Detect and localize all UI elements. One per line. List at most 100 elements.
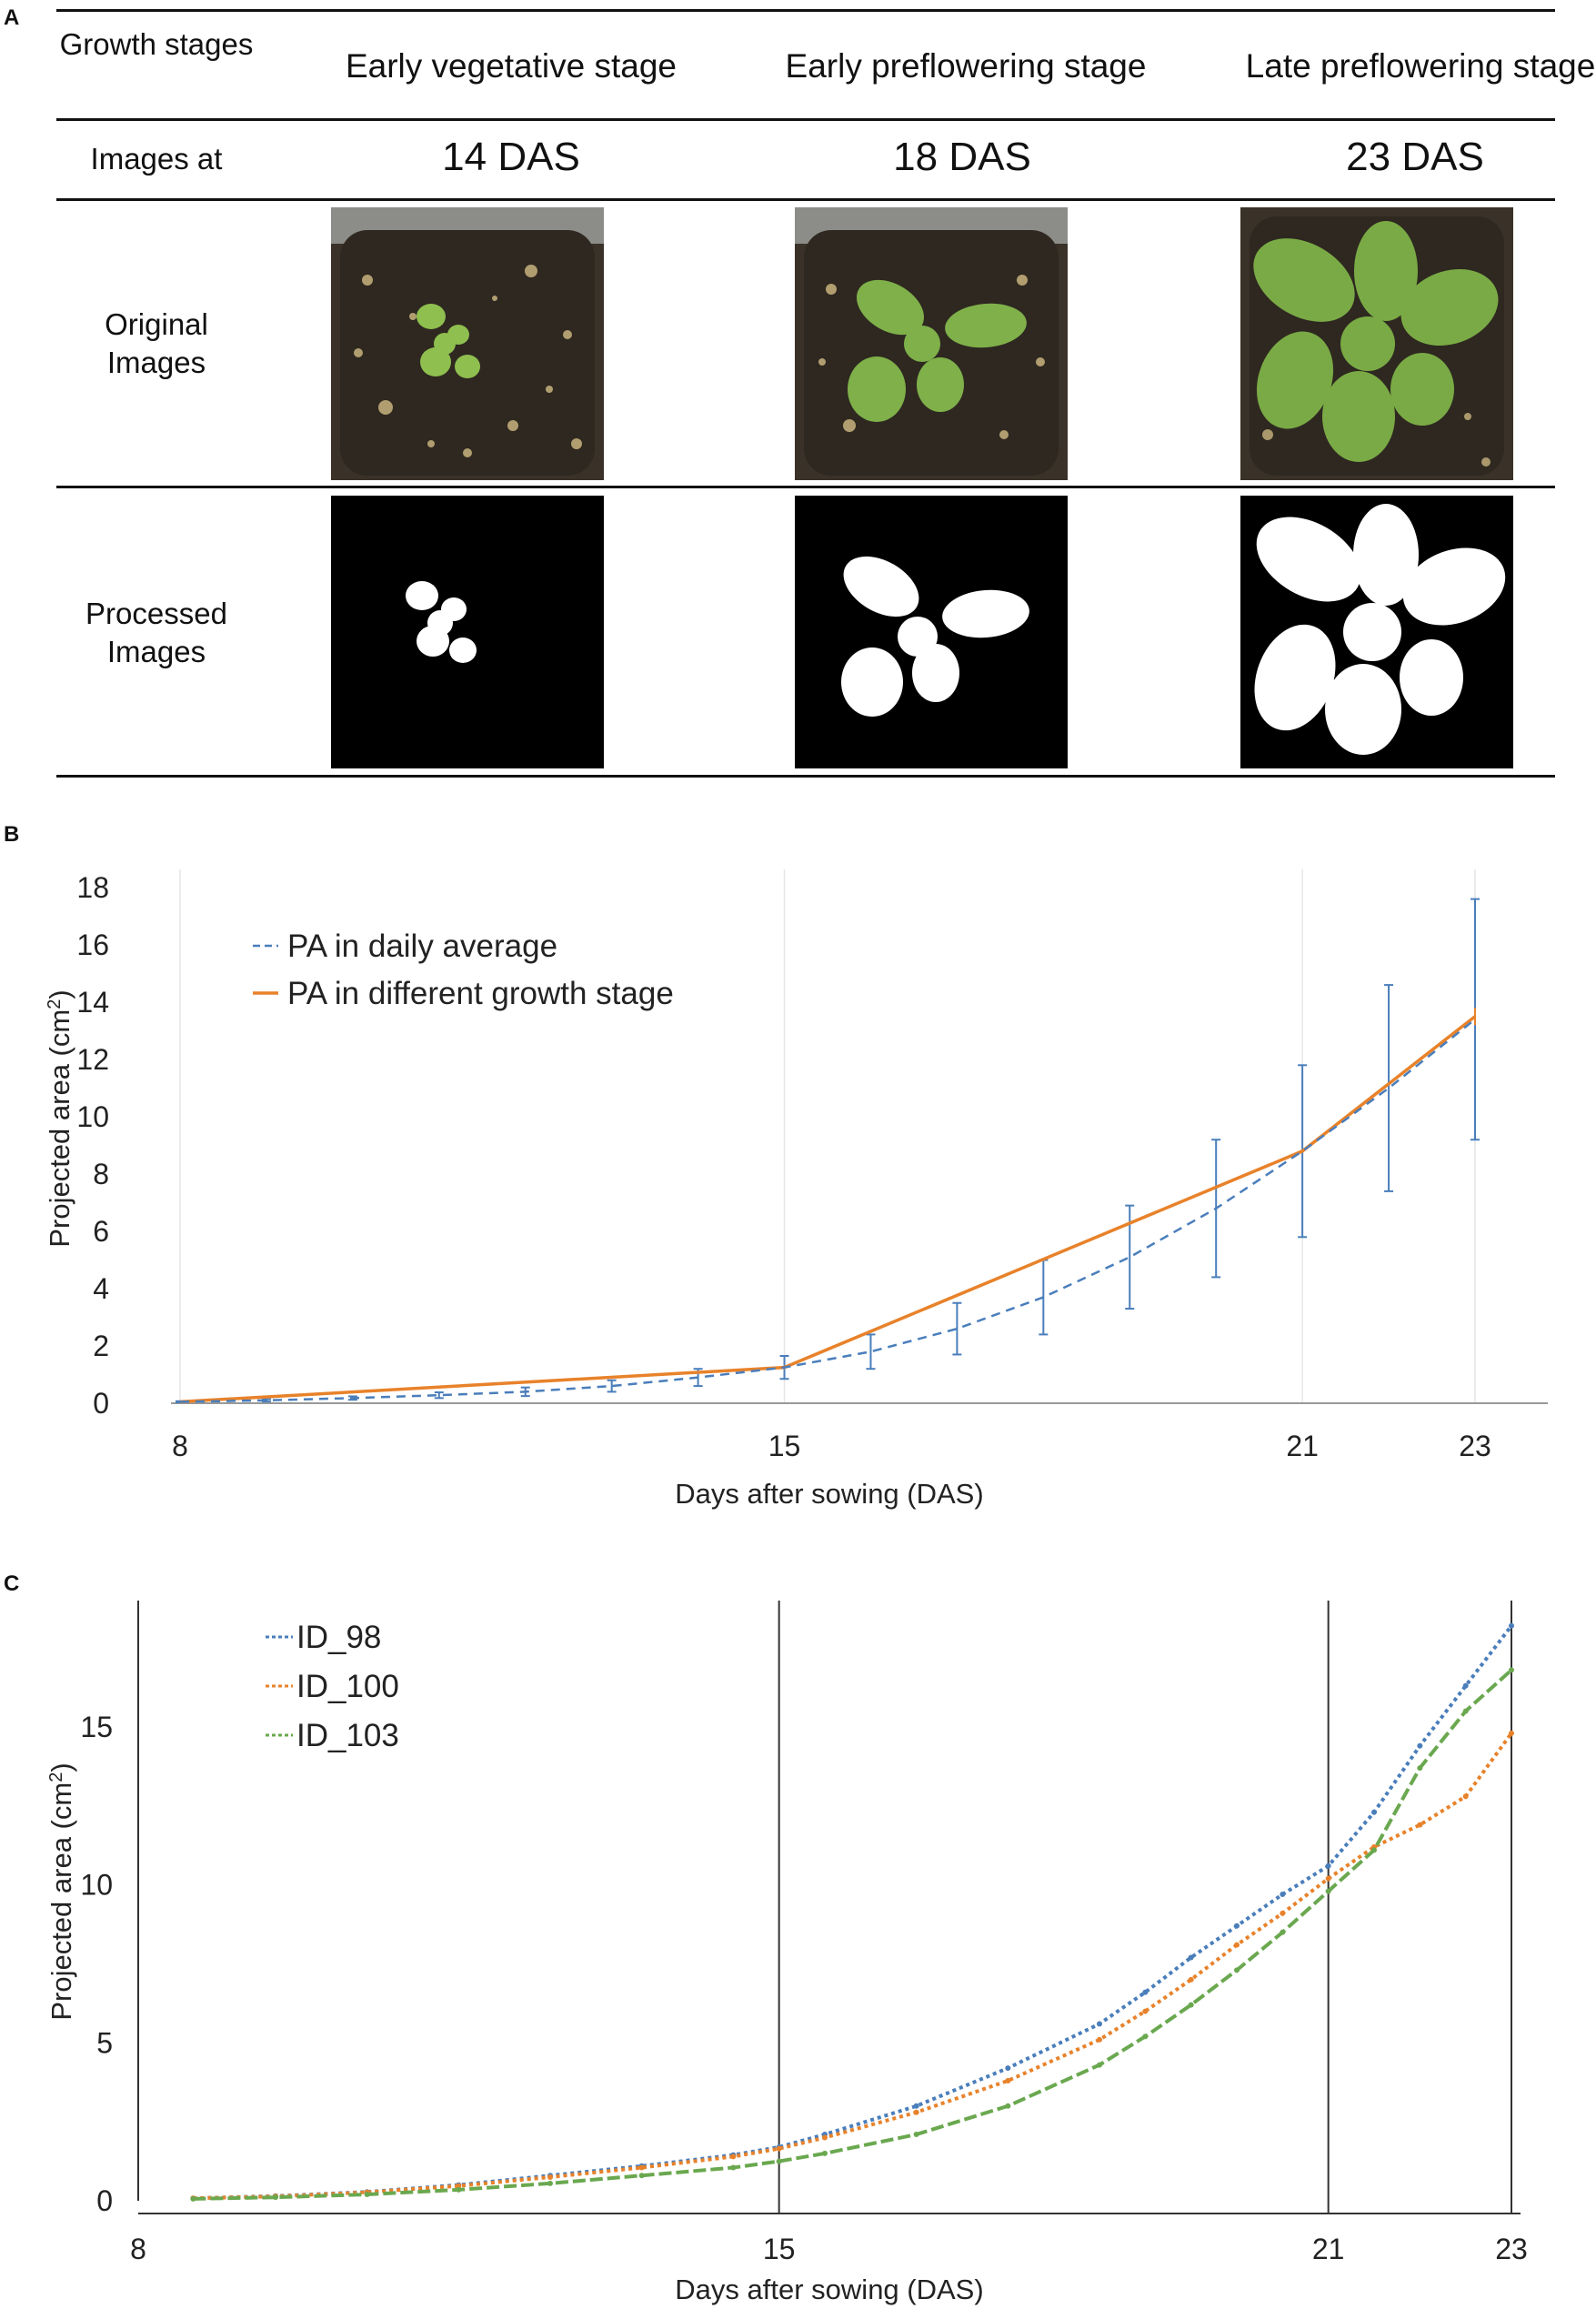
x-axis-title: Days after sowing (DAS) <box>675 2274 983 2305</box>
y-tick-label: 0 <box>96 2184 113 2217</box>
series-point <box>1417 1765 1423 1772</box>
y-tick-label: 2 <box>93 1330 109 1362</box>
y-tick-label: 15 <box>80 1711 113 1743</box>
das-heading: 18 DAS <box>893 135 1031 179</box>
original-image-23-das <box>1240 207 1513 480</box>
series-line <box>193 1732 1513 2201</box>
processed-image-18-das <box>795 496 1068 768</box>
y-tick-label: 4 <box>93 1272 109 1305</box>
growth-stage-table: Growth stages Images at Original Images … <box>56 0 1595 782</box>
y-tick-label: 8 <box>93 1158 109 1190</box>
series-point <box>1188 1976 1194 1983</box>
y-tick-label: 18 <box>76 871 109 904</box>
series-point <box>822 2150 828 2156</box>
stage-heading: Late preflowering stage <box>1245 47 1596 85</box>
stage-heading: Early preflowering stage <box>785 47 1147 85</box>
x-tick-label: 8 <box>130 2233 146 2265</box>
series-point <box>547 2180 553 2186</box>
y-tick-label: 12 <box>76 1043 109 1076</box>
table-rule <box>56 775 1555 778</box>
y-tick-label: 10 <box>76 1100 109 1133</box>
legend-label: ID_98 <box>296 1620 381 1655</box>
series-point <box>1005 2065 1011 2072</box>
series-point <box>1097 2021 1102 2027</box>
series-point <box>364 2192 370 2198</box>
series-point <box>1371 1809 1377 1815</box>
series-point <box>1462 1708 1469 1714</box>
series-point <box>1417 1822 1423 1828</box>
series-point <box>913 2103 919 2109</box>
legend-label: ID_103 <box>296 1718 399 1753</box>
series-point <box>1371 1847 1377 1853</box>
series-line-stage <box>179 1015 1477 1404</box>
series-point <box>1325 1888 1331 1894</box>
series-point <box>1142 1989 1149 1995</box>
series-point <box>190 2195 196 2202</box>
table-rule <box>56 486 1555 488</box>
legend-label: ID_100 <box>296 1669 399 1704</box>
panel-c-label: C <box>4 1571 20 1596</box>
series-point <box>638 2173 645 2179</box>
row-label-growth-stages: Growth stages <box>59 27 254 61</box>
series-point <box>273 2194 278 2201</box>
series-point <box>1462 1682 1469 1689</box>
x-tick-label: 15 <box>763 2233 796 2265</box>
series-point <box>1142 2008 1149 2014</box>
series-point <box>913 2109 919 2115</box>
x-tick-label: 23 <box>1459 1430 1491 1462</box>
series-point <box>638 2164 645 2171</box>
series-point <box>1509 1730 1514 1736</box>
series-point <box>776 2145 782 2152</box>
y-tick-label: 10 <box>80 1869 113 1902</box>
chart-c: 0 5 10 15 8 15 21 23 Days after sowing (DAS) Proj… <box>45 1601 1528 2305</box>
series-point <box>1188 1954 1194 1961</box>
stage-heading: Early vegetative stage <box>345 47 678 85</box>
series-point <box>1097 2036 1102 2043</box>
series-point <box>1325 1862 1331 1869</box>
processed-image-23-das <box>1240 496 1513 768</box>
series-point <box>1097 2062 1102 2068</box>
series-point <box>1325 1875 1331 1882</box>
x-tick-label: 21 <box>1286 1430 1319 1462</box>
y-axis-title: Projected area (cm2) <box>45 1762 77 2020</box>
series-point <box>1509 1622 1514 1629</box>
series-point <box>1234 1922 1240 1929</box>
das-heading: 23 DAS <box>1346 135 1484 179</box>
series-point <box>456 2186 462 2193</box>
y-tick-label: 16 <box>76 929 109 961</box>
original-image-18-das <box>795 207 1068 480</box>
series-point <box>730 2164 737 2171</box>
series-point <box>1280 1929 1286 1935</box>
series-point <box>1005 2103 1011 2109</box>
series-point <box>1509 1667 1514 1673</box>
series-point <box>1280 1892 1286 1898</box>
series-point <box>1234 1942 1240 1948</box>
series-point <box>1005 2078 1011 2083</box>
series-point <box>1142 2033 1149 2040</box>
table-rule <box>56 9 1555 12</box>
y-tick-label: 14 <box>76 986 109 1019</box>
table-rule <box>56 198 1555 201</box>
series-point <box>822 2134 828 2141</box>
series-point <box>1417 1742 1423 1749</box>
panel-b-label: B <box>4 822 20 847</box>
x-tick-label: 8 <box>172 1430 188 1462</box>
series-point <box>1188 2002 1194 2008</box>
legend-label: PA in daily average <box>287 929 557 964</box>
row-label-original-images: Original Images <box>105 307 208 379</box>
y-tick-label: 6 <box>93 1215 109 1248</box>
series-point <box>1280 1910 1286 1916</box>
series-point <box>547 2173 553 2180</box>
series-point <box>730 2153 737 2160</box>
legend-label: PA in different growth stage <box>287 976 674 1011</box>
series-point <box>1234 1967 1240 1973</box>
row-label-processed-images: Processed Images <box>85 597 227 668</box>
processed-image-14-das <box>331 496 604 768</box>
panel-a-label: A <box>4 5 20 30</box>
series-line-daily <box>179 1018 1476 1403</box>
chart-b: 0 2 4 6 8 10 12 14 16 18 8 15 21 23 Days after sowing … <box>44 869 1548 1510</box>
series-point <box>776 2158 782 2164</box>
series-point <box>1462 1793 1469 1800</box>
table-rule <box>56 118 1555 121</box>
series-point <box>913 2132 919 2138</box>
